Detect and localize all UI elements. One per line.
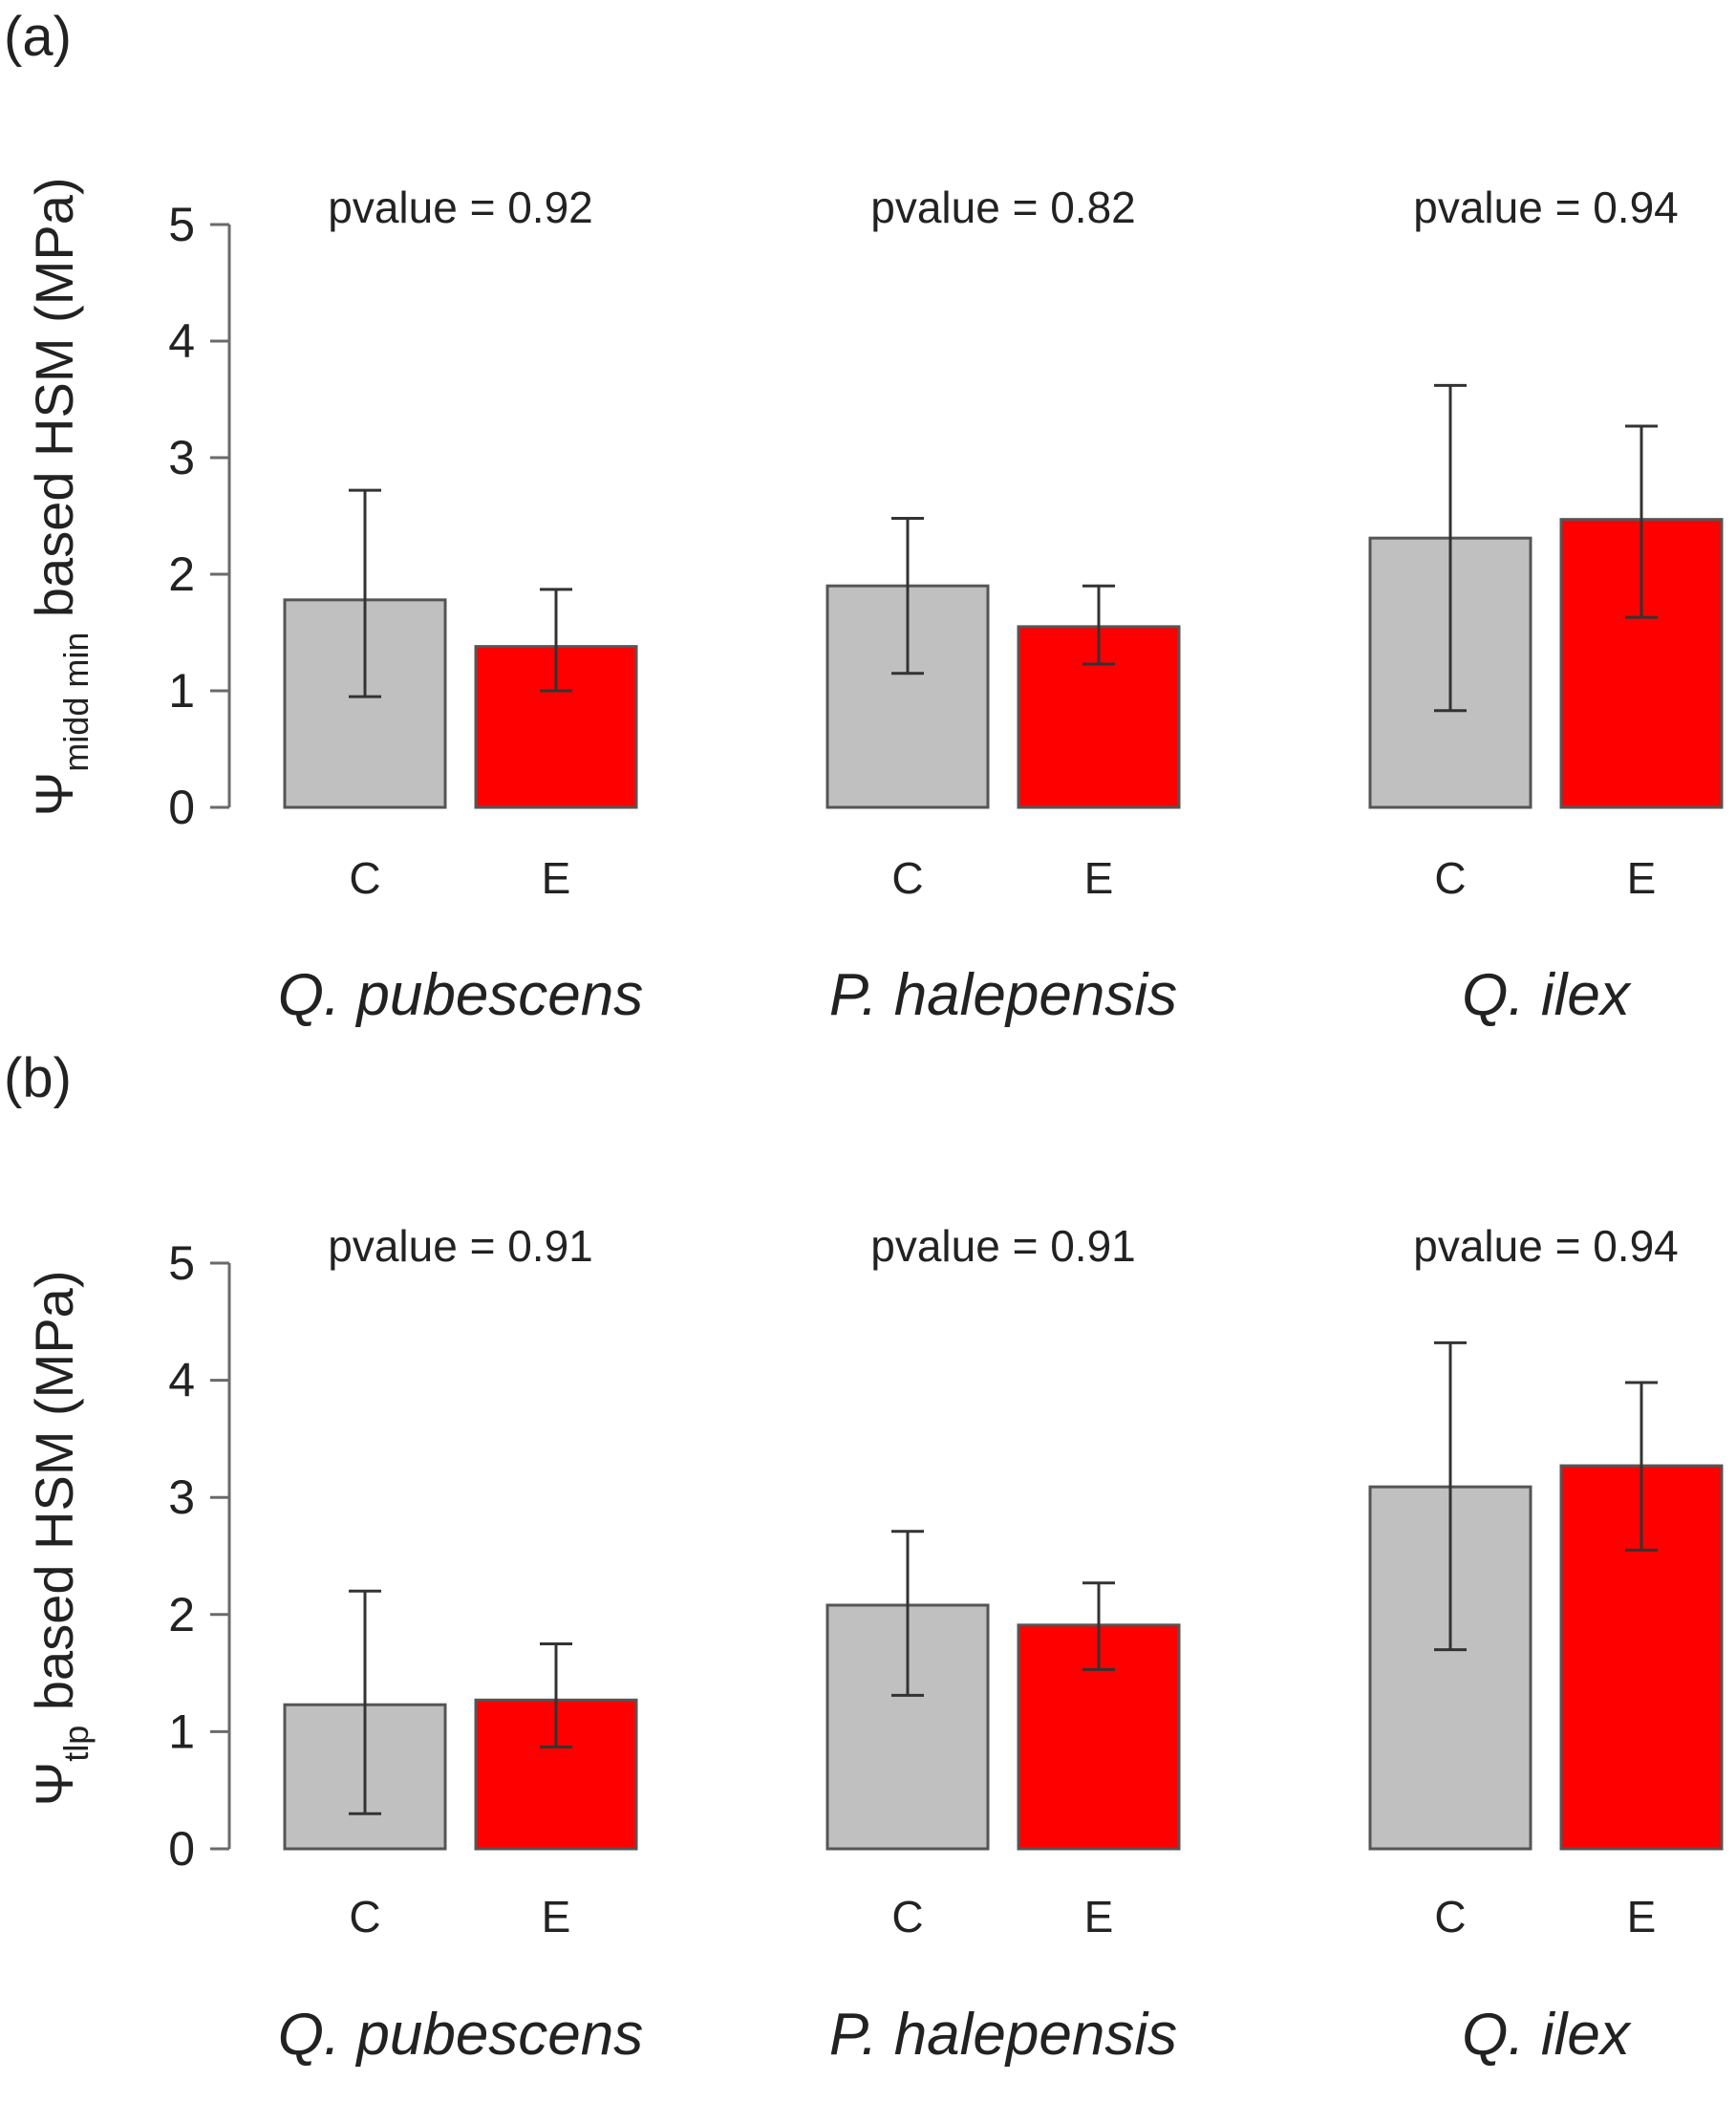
- panel-b: (b) 0 1 2 3 4 5 Ψtlp based HSM (MPa) pvalue = 0.…: [4, 1047, 1724, 2068]
- y-tick-label: 2: [168, 1588, 195, 1641]
- species-label: Q. pubescens: [278, 962, 644, 1028]
- pvalue-label: pvalue = 0.91: [328, 1221, 593, 1271]
- category-label-E: E: [1084, 1892, 1114, 1941]
- pvalue-label: pvalue = 0.94: [1413, 182, 1679, 232]
- species-label: Q. pubescens: [278, 2002, 644, 2068]
- species-label: P. halepensis: [829, 2002, 1177, 2068]
- species-label: Q. ilex: [1462, 962, 1632, 1028]
- category-label-C: C: [349, 1892, 380, 1941]
- pvalue-label: pvalue = 0.82: [870, 182, 1136, 232]
- y-tick-label: 0: [168, 781, 195, 834]
- y-axis-label-symbol: Ψ: [24, 772, 84, 817]
- y-tick-label: 1: [168, 664, 195, 718]
- y-tick-label: 1: [168, 1705, 195, 1758]
- group-0: pvalue = 0.92 C E Q. pubescens: [278, 182, 644, 1028]
- category-label-C: C: [1434, 1892, 1466, 1941]
- pvalue-label: pvalue = 0.92: [328, 182, 593, 232]
- y-tick-label: 4: [168, 1354, 195, 1407]
- y-tick-label: 0: [168, 1822, 195, 1876]
- species-label: P. halepensis: [829, 962, 1177, 1028]
- y-axis-label-text: based HSM (MPa): [24, 1271, 84, 1726]
- group-1: pvalue = 0.82 C E P. halepensis: [825, 182, 1181, 1028]
- group-2: pvalue = 0.94 C E Q. ilex: [1368, 182, 1724, 1028]
- category-label-E: E: [1627, 1892, 1657, 1941]
- category-label-C: C: [891, 853, 923, 903]
- y-axis-label-subscript: tlp: [56, 1726, 96, 1762]
- category-label-C: C: [349, 853, 380, 903]
- group-2: pvalue = 0.94 C E Q. ilex: [1368, 1221, 1724, 2068]
- y-tick-label: 2: [168, 547, 195, 601]
- y-axis-label: Ψtlp based HSM (MPa): [24, 1271, 96, 1807]
- category-label-E: E: [542, 853, 571, 903]
- category-label-E: E: [1627, 853, 1657, 903]
- panel-label: (a): [4, 6, 72, 68]
- panel-label: (b): [4, 1047, 72, 1109]
- species-label: Q. ilex: [1462, 2002, 1632, 2068]
- y-axis-label: Ψmidd min based HSM (MPa): [24, 178, 96, 817]
- y-tick-label: 3: [168, 1470, 195, 1524]
- panel-a: (a) 0 1 2 3 4 5 Ψmidd min based HSM (MPa) pvalue…: [4, 6, 1724, 1028]
- category-label-C: C: [1434, 853, 1466, 903]
- y-axis-label-subscript: midd min: [56, 633, 96, 772]
- category-label-E: E: [542, 1892, 571, 1941]
- y-tick-label: 5: [168, 198, 195, 251]
- y-axis-label-text: based HSM (MPa): [24, 178, 84, 633]
- group-1: pvalue = 0.91 C E P. halepensis: [825, 1221, 1181, 2068]
- group-0: pvalue = 0.91 C E Q. pubescens: [278, 1221, 644, 2068]
- y-tick-label: 5: [168, 1236, 195, 1290]
- y-tick-label: 3: [168, 431, 195, 484]
- y-tick-label: 4: [168, 314, 195, 368]
- pvalue-label: pvalue = 0.94: [1413, 1221, 1679, 1271]
- pvalue-label: pvalue = 0.91: [870, 1221, 1136, 1271]
- category-label-E: E: [1084, 853, 1114, 903]
- category-label-C: C: [891, 1892, 923, 1941]
- y-axis-label-symbol: Ψ: [24, 1762, 84, 1807]
